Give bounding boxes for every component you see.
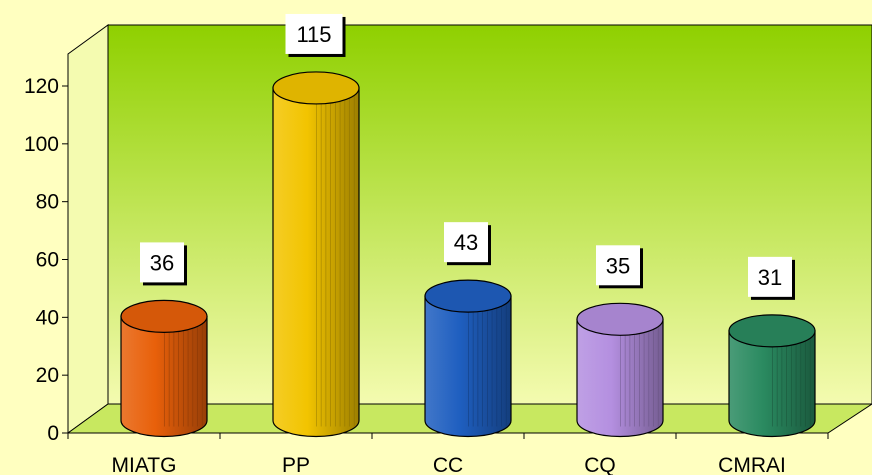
data-label: 35 xyxy=(596,245,643,289)
bar-body xyxy=(120,315,208,438)
data-label-text: 43 xyxy=(454,230,478,255)
bar-top xyxy=(728,314,816,348)
bar-body xyxy=(272,87,360,438)
y-tick-label: 40 xyxy=(36,306,59,329)
data-label-text: 115 xyxy=(296,22,331,47)
data-label-text: 36 xyxy=(150,250,174,275)
x-tick-label: CQ xyxy=(584,454,616,475)
bar-top xyxy=(576,302,664,336)
y-tick-label: 100 xyxy=(24,133,59,156)
bar-top xyxy=(272,71,360,105)
data-label-text: 35 xyxy=(606,253,630,278)
bar xyxy=(120,299,208,438)
data-label-box xyxy=(140,242,184,283)
data-label: 36 xyxy=(140,242,187,286)
x-tick-label: PP xyxy=(282,454,310,475)
y-tick-label: 120 xyxy=(24,75,59,98)
x-tick-label: CMRAI xyxy=(718,454,786,475)
bar xyxy=(424,279,512,438)
data-label-box xyxy=(596,245,640,286)
side-wall xyxy=(67,24,109,434)
bar xyxy=(272,71,360,438)
x-tick-label: CC xyxy=(433,454,463,475)
data-label-box xyxy=(444,222,488,263)
data-label: 31 xyxy=(748,256,795,300)
data-label-text: 31 xyxy=(758,265,782,290)
bar xyxy=(576,302,664,438)
y-tick-label: 0 xyxy=(47,422,59,445)
data-label-box xyxy=(285,13,343,54)
bar xyxy=(728,314,816,438)
data-label: 43 xyxy=(444,222,491,266)
y-tick-label: 80 xyxy=(36,191,59,214)
data-label: 115 xyxy=(285,13,346,57)
data-label-box xyxy=(748,256,792,297)
y-tick-label: 20 xyxy=(36,364,59,387)
y-tick-label: 60 xyxy=(36,249,59,272)
bar-top xyxy=(120,299,208,333)
bar-body xyxy=(424,295,512,438)
bar-top xyxy=(424,279,512,313)
bar-body xyxy=(728,330,816,438)
bar-body xyxy=(576,318,664,438)
x-tick-label: MIATG xyxy=(112,454,177,475)
